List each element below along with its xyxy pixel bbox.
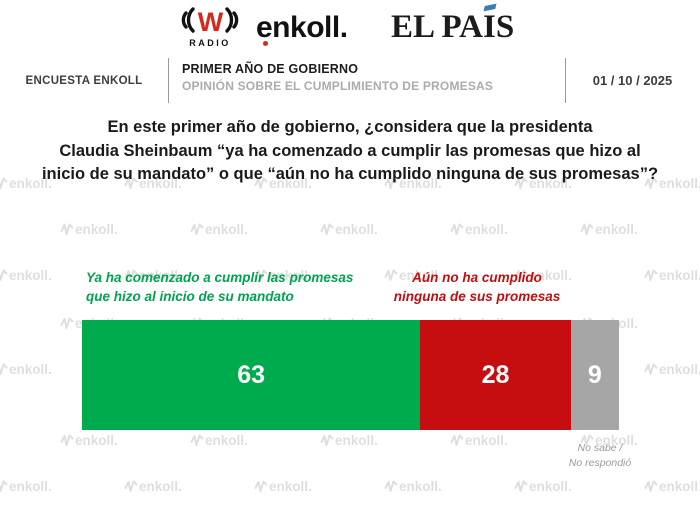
question-line: inicio de su mandato” o que “aún no ha c… xyxy=(41,165,659,183)
enkoll-watermark: enkoll. xyxy=(60,433,118,448)
stacked-bar-chart: 63 28 9 xyxy=(82,320,619,430)
note-line: No sabe / xyxy=(577,442,623,454)
enkoll-watermark: enkoll. xyxy=(514,479,572,494)
w-radio-logo: W RADIO xyxy=(158,6,268,48)
enkoll-watermark: enkoll. xyxy=(254,479,312,494)
bar-segment-green: 63 xyxy=(82,320,421,430)
enkoll-watermark: enkoll. xyxy=(190,433,248,448)
green-category-label: Ya ha comenzado a cumplir las promesas q… xyxy=(86,268,416,306)
logos-row: W RADIO enkoll. EL PAI S xyxy=(0,0,700,55)
enkoll-watermark: enkoll. xyxy=(580,222,638,237)
green-label-line: que hizo al inicio de su mandato xyxy=(86,289,294,304)
enkoll-watermark: enkoll. xyxy=(644,362,700,377)
divider xyxy=(565,58,566,103)
red-label-line: ninguna de sus promesas xyxy=(393,289,561,304)
bar-value-green: 63 xyxy=(237,360,266,389)
w-radio-sublabel: RADIO xyxy=(189,38,231,48)
question-text: En este primer año de gobierno, ¿conside… xyxy=(0,116,700,187)
enkoll-watermark: enkoll. xyxy=(320,222,378,237)
survey-subtitle: OPINIÓN SOBRE EL CUMPLIMIENTO DE PROMESA… xyxy=(182,79,494,93)
el-pais-logo: EL PAI S xyxy=(391,3,515,46)
red-label-line: Aún no ha cumplido xyxy=(412,270,542,285)
survey-title: PRIMER AÑO DE GOBIERNO xyxy=(182,62,359,76)
green-label-line: Ya ha comenzado a cumplir las promesas xyxy=(86,270,354,285)
el-pais-i: I xyxy=(483,3,497,46)
enkoll-watermark: enkoll. xyxy=(60,222,118,237)
divider xyxy=(168,58,169,103)
question-line: En este primer año de gobierno, ¿conside… xyxy=(107,118,593,136)
enkoll-watermark: enkoll. xyxy=(0,362,52,377)
enkoll-watermark: enkoll. xyxy=(190,222,248,237)
enkoll-watermark: enkoll. xyxy=(320,433,378,448)
enkoll-watermark: enkoll. xyxy=(450,222,508,237)
survey-date: 01 / 10 / 2025 xyxy=(592,73,673,88)
enkoll-logo: enkoll. xyxy=(256,11,348,44)
bar-value-red: 28 xyxy=(481,360,510,389)
enkoll-watermark: enkoll. xyxy=(0,479,52,494)
survey-source-label: ENCUESTA ENKOLL xyxy=(25,74,143,87)
header-band: ENCUESTA ENKOLL PRIMER AÑO DE GOBIERNO O… xyxy=(0,57,700,104)
el-pais-prefix: EL PA xyxy=(391,9,483,45)
radio-waves-left-icon xyxy=(180,6,196,39)
enkoll-watermark: enkoll. xyxy=(450,433,508,448)
note-line: No respondió xyxy=(568,457,632,469)
enkoll-watermark: enkoll. xyxy=(384,479,442,494)
bar-segment-gray: 9 xyxy=(570,320,619,430)
el-pais-i-letter: I xyxy=(483,9,496,45)
red-category-label: Aún no ha cumplido ninguna de sus promes… xyxy=(358,268,596,306)
enkoll-watermark: enkoll. xyxy=(124,479,182,494)
header-titles: PRIMER AÑO DE GOBIERNO OPINIÓN SOBRE EL … xyxy=(182,60,493,95)
enkoll-watermark: enkoll. xyxy=(644,268,700,283)
w-radio-mark: W xyxy=(158,6,268,46)
no-answer-note: No sabe / No respondió xyxy=(552,441,648,471)
w-radio-letter: W xyxy=(197,7,224,37)
el-pais-suffix: S xyxy=(495,9,515,45)
radio-waves-right-icon xyxy=(224,6,240,39)
bar-value-gray: 9 xyxy=(587,360,602,389)
enkoll-watermark: enkoll. xyxy=(0,268,52,283)
question-line: Claudia Sheinbaum “ya ha comenzado a cum… xyxy=(59,141,641,160)
bar-segment-red: 28 xyxy=(420,320,571,430)
enkoll-watermark: enkoll. xyxy=(644,479,700,494)
registered-dot-icon xyxy=(263,41,268,46)
